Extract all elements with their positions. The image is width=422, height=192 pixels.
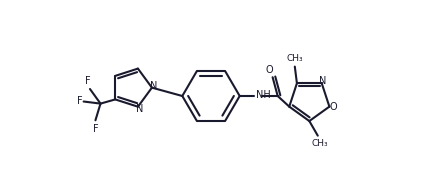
Text: CH₃: CH₃ xyxy=(287,54,303,63)
Text: F: F xyxy=(94,124,99,134)
Text: N: N xyxy=(150,81,158,91)
Text: N: N xyxy=(135,104,143,114)
Text: F: F xyxy=(78,96,83,106)
Text: N: N xyxy=(319,76,327,86)
Text: O: O xyxy=(265,65,273,75)
Text: CH₃: CH₃ xyxy=(311,139,328,148)
Text: NH: NH xyxy=(256,90,271,100)
Text: F: F xyxy=(85,76,91,86)
Text: O: O xyxy=(330,103,338,113)
